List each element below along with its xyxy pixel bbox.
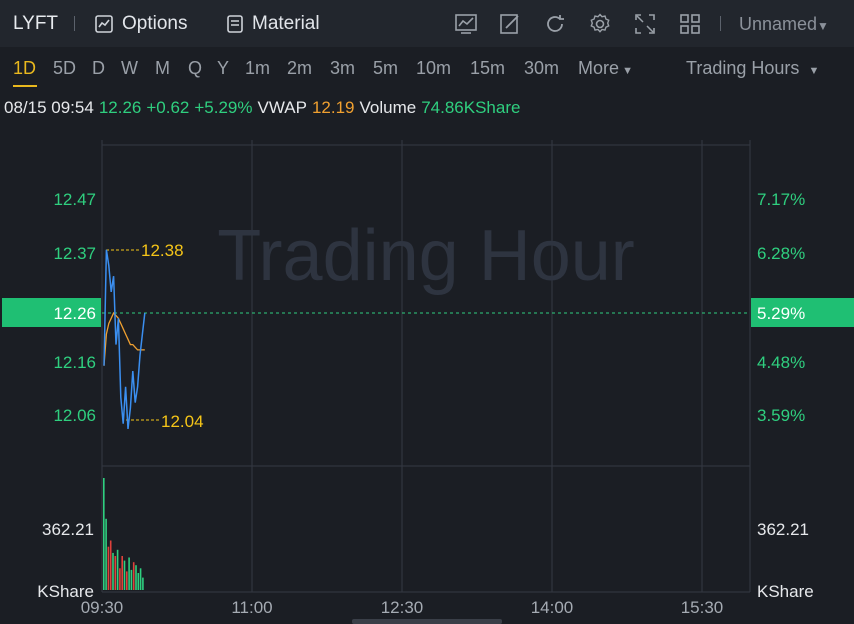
volume-label: Volume [359,98,417,117]
options-label: Options [122,13,188,34]
more-periods-button[interactable]: More ▼ [578,58,633,79]
time-tick: 12:30 [381,598,424,617]
quote-change-pct: +5.29% [194,98,253,117]
period-5d[interactable]: 5D [53,58,77,78]
volume-bar [103,478,105,590]
document-icon [227,15,243,33]
pct-tick: 7.17% [757,190,805,209]
refresh-icon[interactable] [543,12,567,36]
price-tick: 12.06 [53,406,96,425]
period-m[interactable]: M [155,58,170,78]
volume-bars [103,478,144,590]
vwap-label: VWAP [257,98,307,117]
quote-info-bar: 08/15 09:54 12.26 +0.62 +5.29% VWAP 12.19 Volu… [4,98,525,118]
options-button[interactable]: Options [94,11,187,37]
volume-bar [137,573,140,590]
volume-bar [116,549,119,590]
chart-scroll-handle[interactable] [352,619,502,624]
current-price-tag [2,298,101,327]
volume-unit: KShare [757,582,814,601]
volume-bar [142,577,144,590]
session-label: Trading Hours [686,58,800,78]
period-5m[interactable]: 5m [373,58,399,78]
volume-unit: KShare [37,582,94,601]
symbol-label[interactable]: LYFT [13,13,59,34]
volume-bar [109,540,112,590]
period-1d[interactable]: 1D [13,58,37,78]
layout-dropdown[interactable]: Unnamed▼ [739,14,829,35]
volume-bar [121,556,123,590]
toolbar-divider [74,16,75,31]
time-tick: 11:00 [231,598,272,617]
indicator-chart-icon[interactable] [454,12,478,36]
period-d[interactable]: D [92,58,105,78]
material-button[interactable]: Material [226,11,320,37]
high-label: 12.38 [141,241,184,260]
volume-value: 74.86KShare [421,98,521,117]
period-w[interactable]: W [121,58,138,78]
options-icon [95,15,113,33]
vwap-line [103,311,145,366]
period-30m[interactable]: 30m [524,58,560,78]
period-q[interactable]: Q [188,58,203,78]
current-pct-tag [751,298,854,327]
pct-tick: 6.28% [757,244,805,263]
chart-watermark: Trading Hour [217,216,635,296]
price-line [103,249,146,429]
current-pct-label: 5.29% [757,304,805,323]
caret-down-icon: ▼ [799,65,820,77]
volume-tick: 362.21 [42,520,94,539]
quote-price: 12.26 [98,98,142,117]
period-10m[interactable]: 10m [416,58,452,78]
time-tick: 15:30 [681,598,724,617]
price-tick: 12.47 [53,190,96,209]
volume-bar [132,562,135,590]
layout-name: Unnamed [739,14,818,34]
material-label: Material [252,13,320,34]
volume-bar [123,560,126,590]
volume-bar [114,556,117,590]
volume-bar [135,565,137,590]
price-tick: 12.37 [53,244,96,263]
volume-bar [130,569,133,590]
pct-tick: 4.48% [757,353,805,372]
top-toolbar: LYFT Options Material Unnamed▼ [0,0,854,47]
period-3m[interactable]: 3m [330,58,356,78]
volume-bar [112,552,114,590]
volume-bar [119,568,121,590]
fullscreen-icon[interactable] [633,12,657,36]
grid-layout-icon[interactable] [678,12,702,36]
session-dropdown[interactable]: Trading Hours ▼ [686,58,819,79]
caret-down-icon: ▼ [817,19,829,33]
vwap-value: 12.19 [311,98,355,117]
volume-bar [128,557,130,590]
caret-down-icon: ▼ [619,65,633,77]
volume-bar [126,571,128,590]
low-label: 12.04 [161,412,204,431]
quote-datetime: 08/15 09:54 [4,98,94,117]
current-price-label: 12.26 [53,304,96,323]
volume-bar [107,546,110,590]
time-tick: 14:00 [531,598,574,617]
volume-bar [139,568,142,590]
toolbar-divider [720,16,721,31]
more-label: More [578,58,620,78]
period-1m[interactable]: 1m [245,58,271,78]
volume-bar [105,518,107,590]
pct-tick: 3.59% [757,406,805,425]
volume-tick: 362.21 [757,520,809,539]
period-y[interactable]: Y [217,58,230,78]
quote-change: +0.62 [146,98,190,117]
period-15m[interactable]: 15m [470,58,506,78]
period-selector: 1D 5D D W M Q Y 1m 2m 3m 5m 10m 15m 30m … [0,47,854,91]
period-2m[interactable]: 2m [287,58,313,78]
draw-pencil-icon[interactable] [498,12,522,36]
price-tick: 12.16 [53,353,96,372]
active-period-indicator [13,85,37,87]
time-tick: 09:30 [81,598,124,617]
settings-gear-icon[interactable] [588,12,612,36]
